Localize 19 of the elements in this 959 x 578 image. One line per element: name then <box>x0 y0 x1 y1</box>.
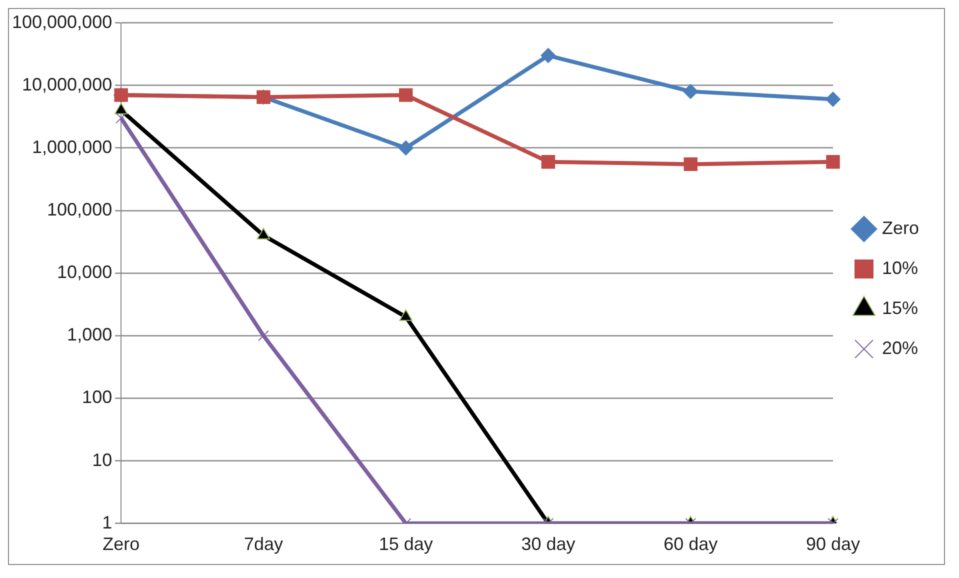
x-tick-label: 90 day <box>806 534 860 554</box>
y-tick-label: 1 <box>102 512 112 532</box>
legend-label: 10% <box>882 258 918 278</box>
x-tick-label: 7day <box>244 534 283 554</box>
legend-label: 20% <box>882 338 918 358</box>
y-tick-label: 10,000 <box>57 262 112 282</box>
x-tick-label: Zero <box>102 534 140 554</box>
y-tick-label: 10 <box>92 450 112 470</box>
y-tick-label: 1,000 <box>67 324 112 345</box>
legend-label: 15% <box>882 298 918 318</box>
y-tick-label: 100 <box>82 387 112 408</box>
x-tick-label: 30 day <box>521 534 576 554</box>
y-tick-label: 100,000 <box>47 199 112 220</box>
legend-label: Zero <box>882 218 920 238</box>
y-tick-label: 100,000,000 <box>12 12 112 32</box>
x-tick-label: 15 day <box>378 534 433 554</box>
y-tick-label: 10,000,000 <box>22 74 112 94</box>
x-tick-label: 60 day <box>664 534 718 554</box>
y-tick-label: 1,000,000 <box>32 136 112 157</box>
